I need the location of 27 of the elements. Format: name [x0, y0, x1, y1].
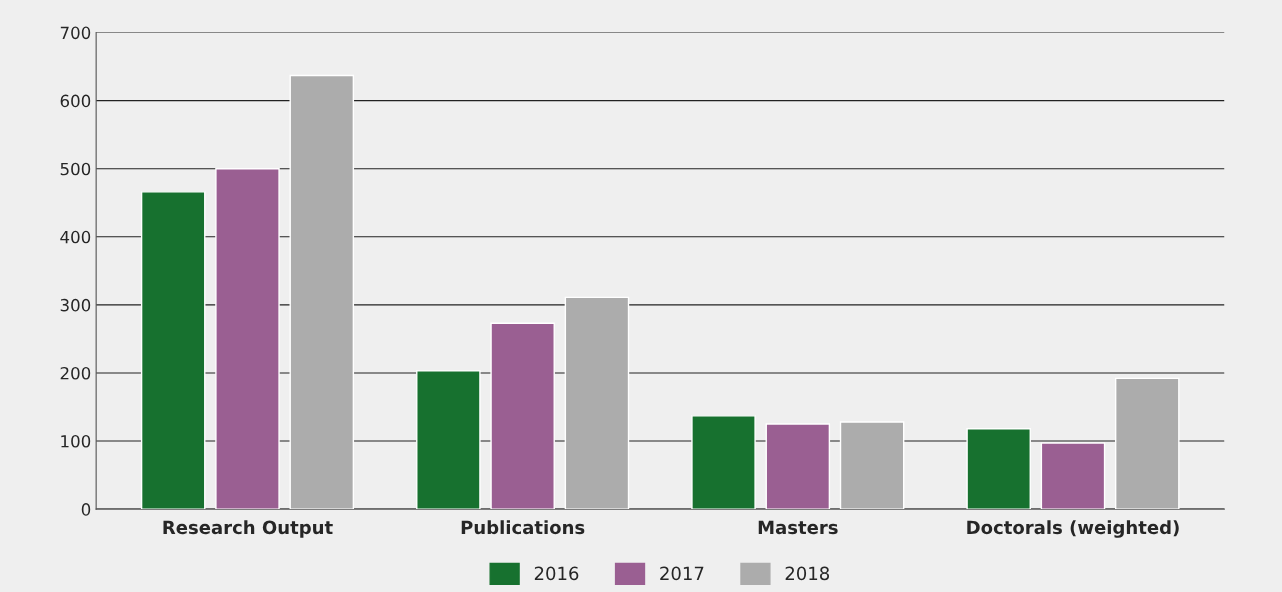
y-tick-label: 200 [60, 366, 91, 380]
y-tick-label: 500 [60, 162, 91, 176]
x-tick-label: Doctorals (weighted) [967, 520, 1179, 538]
bar [215, 168, 280, 510]
y-tick-label: 700 [60, 26, 91, 40]
bar [289, 74, 355, 510]
bar [765, 423, 831, 510]
bar [1040, 442, 1106, 510]
y-tick-label: 400 [60, 230, 91, 244]
bar [416, 370, 481, 510]
bar [490, 322, 555, 510]
legend-label: 2016 [534, 566, 579, 581]
bar [1114, 377, 1180, 510]
bar [564, 296, 630, 510]
bar [839, 421, 905, 510]
y-tick-label: 100 [61, 435, 91, 448]
y-tick-label: 0 [81, 503, 91, 516]
bar [140, 191, 206, 510]
y-tick-label: 300 [60, 298, 91, 312]
legend-label: 2017 [660, 566, 704, 581]
bar [966, 428, 1031, 510]
x-tick-label: Publications [461, 520, 585, 535]
x-tick-label: Research Output [163, 520, 333, 538]
legend-label: 2018 [785, 566, 830, 581]
y-tick-label: 600 [60, 94, 91, 108]
x-tick-label: Masters [758, 520, 838, 535]
bar [691, 415, 756, 510]
